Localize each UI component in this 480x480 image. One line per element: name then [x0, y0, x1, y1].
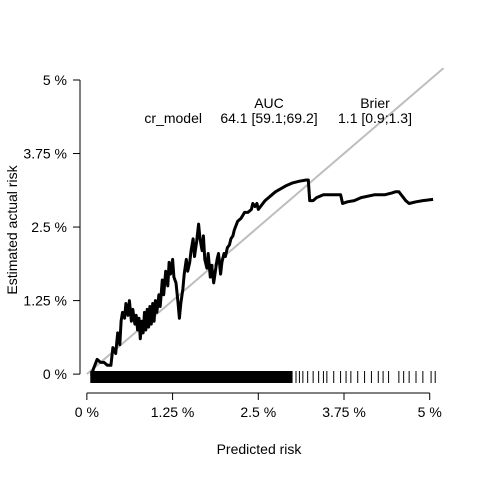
- legend-row-model: cr_model: [144, 110, 202, 126]
- series-layer: [90, 178, 434, 376]
- x-axis-title: Predicted risk: [217, 441, 303, 457]
- legend-row-auc: 64.1 [59.1;69.2]: [220, 110, 317, 126]
- x-axis: 0 % 1.25 % 2.5 % 3.75 % 5 %: [75, 392, 442, 420]
- y-axis: 0 % 1.25 % 2.5 % 3.75 % 5 %: [23, 72, 81, 382]
- rug-layer: [90, 371, 436, 383]
- x-tick-label: 3.75 %: [322, 404, 366, 420]
- legend-header-brier: Brier: [360, 95, 390, 111]
- x-tick-label: 0 %: [75, 404, 99, 420]
- legend-row-brier: 1.1 [0.9;1.3]: [338, 110, 412, 126]
- y-axis-title: Estimated actual risk: [4, 164, 20, 294]
- legend-header-auc: AUC: [254, 95, 284, 111]
- legend-table: AUC Brier cr_model 64.1 [59.1;69.2] 1.1 …: [144, 95, 412, 126]
- y-tick-label: 0 %: [43, 366, 67, 382]
- x-tick-label: 5 %: [418, 404, 442, 420]
- y-tick-label: 5 %: [43, 72, 67, 88]
- rug-dense-band: [90, 371, 293, 383]
- series-line-cr-model: [90, 178, 434, 376]
- y-tick-label: 2.5 %: [31, 219, 67, 235]
- y-tick-label: 3.75 %: [23, 146, 67, 162]
- y-tick-label: 1.25 %: [23, 293, 67, 309]
- x-tick-label: 1.25 %: [151, 404, 195, 420]
- x-tick-label: 2.5 %: [240, 404, 276, 420]
